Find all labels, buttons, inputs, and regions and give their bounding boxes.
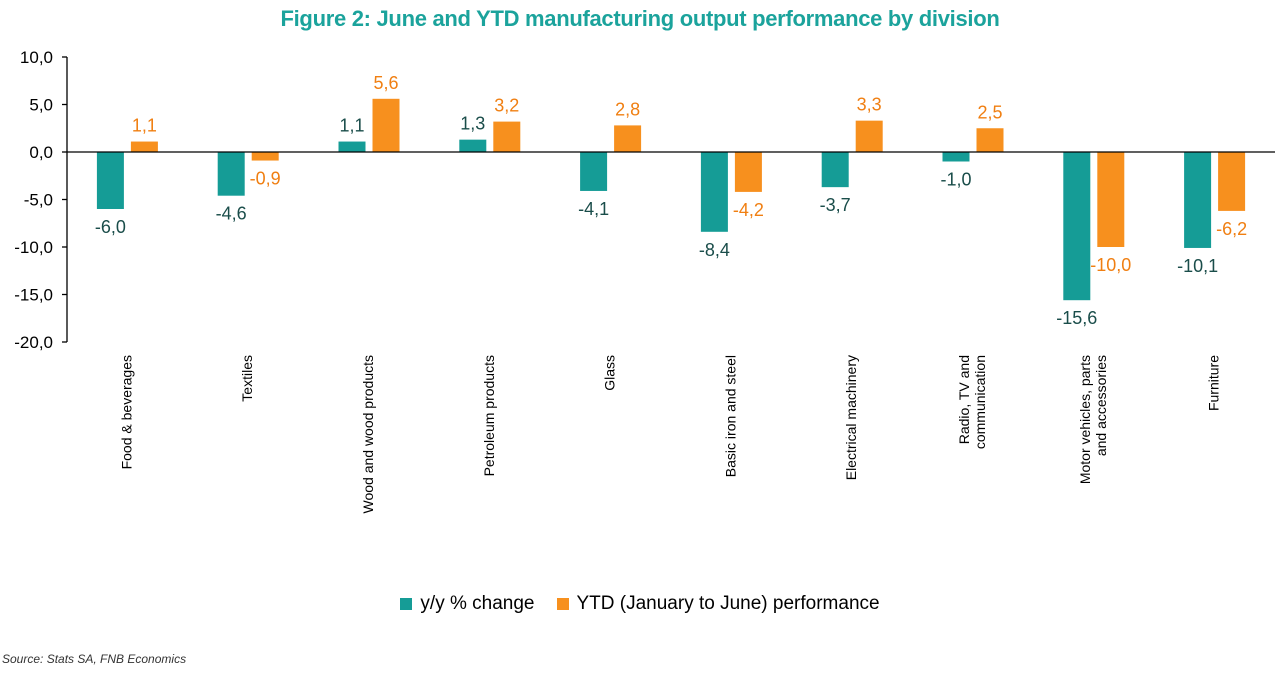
category-label-line: Basic iron and steel — [722, 355, 738, 477]
bar-ytd — [734, 152, 762, 192]
data-label-ytd: 3,3 — [857, 95, 882, 115]
category-label: Radio, TV and communication — [956, 355, 988, 449]
data-label-ytd: 5,6 — [373, 73, 398, 93]
y-tick-label: -5,0 — [24, 191, 53, 210]
legend-item-yy: y/y % change — [400, 593, 535, 615]
y-tick-label: 0,0 — [29, 143, 53, 162]
bar-ytd — [251, 152, 279, 161]
legend-swatch-ytd — [556, 598, 569, 610]
bar-ytd — [855, 120, 883, 152]
bar-ytd — [493, 121, 521, 152]
bar-yy — [217, 152, 245, 196]
bar-ytd — [976, 128, 1004, 152]
y-tick-label: 5,0 — [29, 96, 53, 115]
category-label: Textiles — [239, 355, 255, 402]
legend-item-ytd: YTD (January to June) performance — [556, 593, 880, 615]
category-label-line: Wood and wood products — [360, 355, 376, 514]
category-label: Wood and wood products — [360, 355, 376, 514]
data-label-yy: -6,0 — [95, 217, 126, 237]
category-label: Furniture — [1206, 355, 1222, 411]
bar-yy — [459, 139, 487, 152]
data-label-yy: -15,6 — [1056, 308, 1097, 328]
data-label-ytd: -6,2 — [1216, 219, 1247, 239]
data-label-ytd: 2,8 — [615, 99, 640, 119]
y-tick-label: 10,0 — [20, 48, 53, 67]
data-label-ytd: -4,2 — [733, 200, 764, 220]
y-tick-label: -20,0 — [14, 333, 53, 352]
bar-yy — [942, 152, 970, 162]
category-label: Electrical machinery — [843, 355, 859, 480]
data-label-ytd: -0,9 — [250, 169, 281, 189]
legend-label-yy: y/y % change — [420, 593, 535, 614]
category-label: Petroleum products — [481, 355, 497, 476]
category-label-line: communication — [972, 355, 988, 449]
category-label-line: Radio, TV and — [956, 355, 972, 444]
category-label-line: Food & beverages — [118, 355, 134, 469]
bar-ytd — [372, 98, 400, 152]
category-label: Glass — [602, 355, 618, 391]
data-label-yy: -1,0 — [940, 170, 971, 190]
y-tick-label: -10,0 — [14, 238, 53, 257]
data-label-ytd: -10,0 — [1090, 255, 1131, 275]
category-label-line: and accessories — [1093, 355, 1109, 456]
bar-ytd — [1218, 152, 1246, 211]
legend-label-ytd: YTD (January to June) performance — [576, 593, 880, 614]
legend-swatch-yy — [400, 598, 413, 610]
bar-yy — [700, 152, 728, 232]
bar-yy — [580, 152, 608, 191]
category-label-line: Glass — [602, 355, 618, 391]
data-label-ytd: 3,2 — [494, 96, 519, 116]
bar-yy — [1184, 152, 1212, 248]
data-label-yy: 1,1 — [339, 116, 364, 136]
chart-title: Figure 2: June and YTD manufacturing out… — [280, 6, 1000, 31]
source-note: Source: Stats SA, FNB Economics — [2, 652, 187, 666]
bar-yy — [821, 152, 849, 188]
category-label-line: Furniture — [1206, 355, 1222, 411]
data-label-yy: -10,1 — [1177, 256, 1218, 276]
data-label-ytd: 2,5 — [977, 102, 1002, 122]
data-label-yy: -8,4 — [699, 240, 730, 260]
data-label-yy: -4,6 — [216, 204, 247, 224]
category-label-line: Textiles — [239, 355, 255, 402]
bar-ytd — [614, 125, 642, 152]
category-label: Motor vehicles, parts and accessories — [1077, 355, 1109, 484]
chart-legend: y/y % change YTD (January to June) perfo… — [0, 593, 1280, 615]
category-label-line: Motor vehicles, parts — [1077, 355, 1093, 484]
bar-ytd — [130, 141, 158, 152]
data-label-ytd: 1,1 — [132, 116, 157, 136]
data-label-yy: -3,7 — [820, 195, 851, 215]
category-label-line: Electrical machinery — [843, 355, 859, 480]
bar-yy — [1063, 152, 1091, 301]
bar-chart: 10,0 5,0 0,0 -5,0 -10,0 -15,0 -20,0 -6,0 1,1 -4,… — [14, 48, 1275, 514]
bar-ytd — [1097, 152, 1125, 247]
bar-yy — [338, 141, 366, 152]
category-label-line: Petroleum products — [481, 355, 497, 476]
category-label: Food & beverages — [118, 355, 134, 469]
data-label-yy: -4,1 — [578, 199, 609, 219]
y-tick-label: -15,0 — [14, 286, 53, 305]
bar-yy — [96, 152, 124, 209]
data-label-yy: 1,3 — [460, 114, 485, 134]
category-label: Basic iron and steel — [722, 355, 738, 477]
